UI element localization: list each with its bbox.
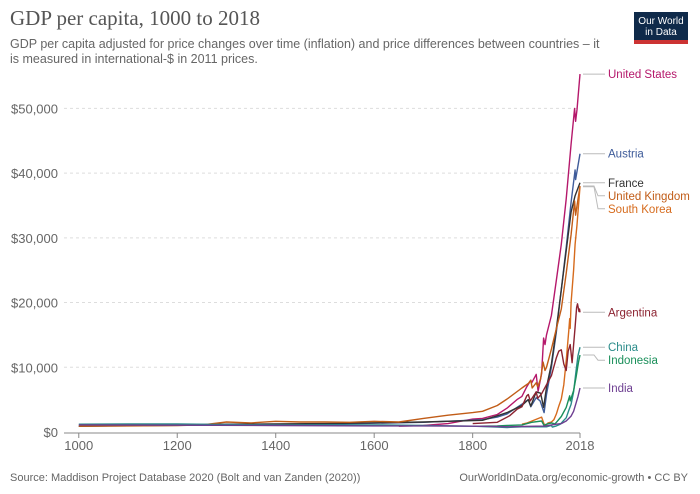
owid-logo[interactable]: Our World in Data <box>634 12 688 44</box>
legend-connector-united-kingdom <box>583 185 605 197</box>
y-tick-label: $20,000 <box>11 296 58 311</box>
logo-accent-bar <box>634 40 688 44</box>
y-tick-label: $30,000 <box>11 231 58 246</box>
series-line-south-korea <box>521 186 581 426</box>
y-tick-label: $40,000 <box>11 166 58 181</box>
legend-connector-south-korea <box>583 186 605 210</box>
legend-connector-indonesia <box>583 354 605 361</box>
logo-text-line2: in Data <box>645 27 677 38</box>
series-line-austria <box>78 153 581 427</box>
legend-label-south-korea: South Korea <box>608 204 673 216</box>
y-tick-label: $0 <box>44 425 58 440</box>
legend-label-argentina: Argentina <box>608 307 658 319</box>
series-line-china <box>78 347 581 429</box>
x-tick-label: 1400 <box>261 438 290 453</box>
legend-label-india: India <box>608 383 634 395</box>
x-tick-label: 1600 <box>360 438 389 453</box>
chart-title: GDP per capita, 1000 to 2018 <box>10 6 261 30</box>
series-line-france <box>78 182 581 427</box>
series-line-indonesia <box>479 354 581 427</box>
x-tick-label: 2018 <box>566 438 595 453</box>
series-line-india <box>78 387 581 428</box>
series-line-united-kingdom <box>78 185 581 427</box>
chart-subtitle: GDP per capita adjusted for price change… <box>10 37 600 66</box>
legend-label-united-kingdom: United Kingdom <box>608 191 690 203</box>
legend-label-france: France <box>608 178 644 190</box>
x-tick-label: 1800 <box>458 438 487 453</box>
legend-label-united-states: United States <box>608 69 677 81</box>
legend-label-austria: Austria <box>608 149 644 161</box>
y-tick-label: $10,000 <box>11 360 58 375</box>
series-line-united-states <box>398 74 581 427</box>
legend-label-indonesia: Indonesia <box>608 355 658 367</box>
x-tick-label: 1000 <box>64 438 93 453</box>
x-tick-label: 1200 <box>163 438 192 453</box>
source-note[interactable]: Source: Maddison Project Database 2020 (… <box>10 472 361 484</box>
license-note[interactable]: OurWorldInData.org/economic-growth • CC … <box>459 472 688 484</box>
series-line-argentina <box>472 303 581 425</box>
logo-text-line1: Our World <box>638 16 684 27</box>
legend-label-china: China <box>608 342 639 354</box>
y-tick-label: $50,000 <box>11 101 58 116</box>
